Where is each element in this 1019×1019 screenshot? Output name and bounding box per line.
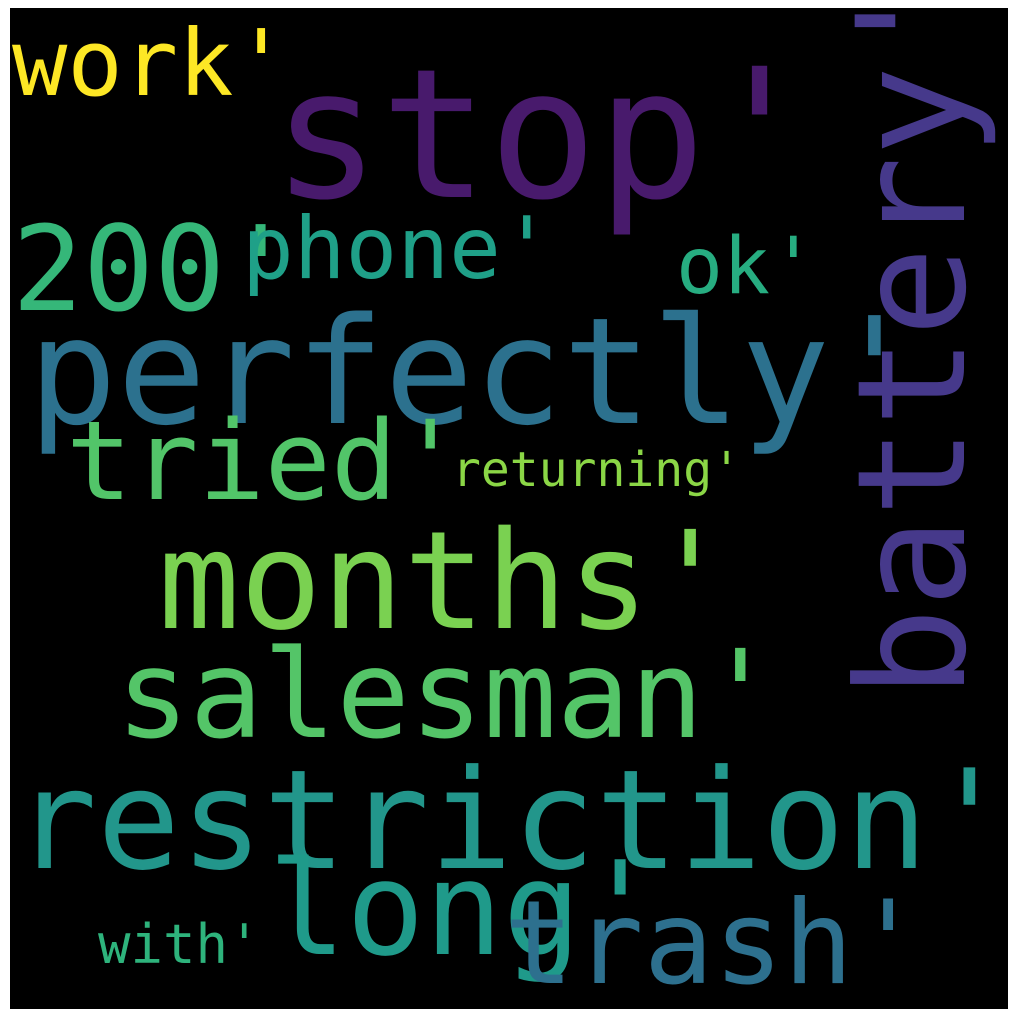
word-200: 200': [12, 200, 297, 338]
word-returning: returning': [452, 442, 741, 498]
word-work: work': [12, 10, 289, 117]
word-months: months': [158, 503, 732, 661]
word-salesman: salesman': [116, 624, 778, 766]
word-perfectly: perfectly': [28, 286, 920, 458]
word-restriction: restriction': [14, 740, 1008, 901]
word-cloud: stop' work' battery' 200' phone' ok' per…: [10, 8, 1008, 1009]
word-ok: ok': [676, 222, 817, 312]
word-tried: tried': [66, 397, 464, 525]
word-long: long': [268, 833, 660, 985]
word-with: with': [98, 913, 261, 976]
word-trash: trash': [504, 876, 924, 1009]
word-phone: phone': [242, 199, 553, 299]
word-stop: stop': [272, 31, 814, 240]
